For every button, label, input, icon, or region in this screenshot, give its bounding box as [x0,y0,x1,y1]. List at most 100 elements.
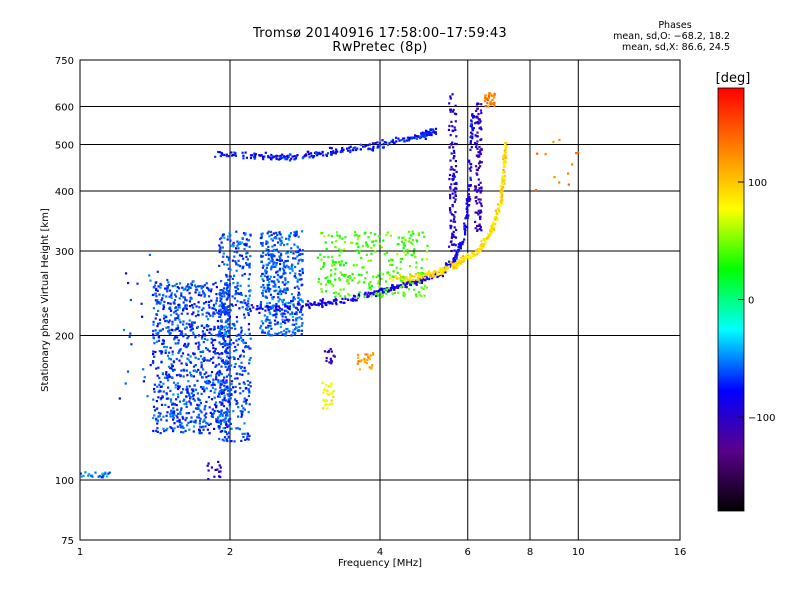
data-point [263,286,266,289]
data-point [206,379,209,383]
data-point [390,288,393,292]
data-point [193,284,196,287]
data-point [221,359,224,362]
data-point [402,285,405,288]
data-point [280,331,283,334]
data-point [268,278,271,281]
data-point [163,314,166,317]
data-point [414,293,417,296]
data-point [171,350,174,353]
data-point [295,231,298,234]
data-point [240,361,243,364]
data-point [383,287,386,290]
data-point [357,252,361,255]
data-point [326,407,329,410]
data-point [467,188,470,191]
data-point [166,290,169,293]
data-point [221,389,224,392]
data-point [199,399,202,402]
data-point [465,207,468,210]
data-point [254,153,257,156]
data-point [226,360,230,363]
data-point [269,230,273,233]
data-point [426,133,429,136]
data-point [200,324,203,327]
data-point [389,277,392,280]
data-point [481,246,484,250]
data-point [323,255,326,258]
data-point [293,234,296,237]
data-point [421,231,424,234]
data-point [346,278,349,281]
data-point [293,298,296,301]
data-point [282,320,285,323]
data-point [452,218,456,221]
data-point [454,104,457,107]
phases-o-stats: mean, sd,O: −68.2, 18.2 [613,31,730,42]
data-point [500,189,503,192]
data-point [225,153,228,156]
data-point [452,174,455,177]
data-point [459,256,462,259]
data-point [457,243,460,246]
data-point [191,304,194,307]
data-point [330,264,334,267]
data-point [261,294,265,297]
data-point [453,175,456,178]
data-point [241,301,244,304]
data-point [323,389,326,392]
data-point [192,321,195,324]
y-tick-label: 750 [55,56,74,67]
data-point [228,340,231,343]
data-point [289,302,292,305]
data-point [293,275,296,278]
data-point [155,367,158,370]
data-point [430,129,433,132]
data-point [152,307,155,310]
data-point [478,228,482,231]
data-point [260,242,263,245]
data-point [172,428,175,431]
data-point [242,338,245,341]
data-point [480,187,483,190]
data-point [198,291,201,294]
data-point [176,425,179,428]
data-point [388,263,392,266]
data-point [377,235,381,238]
data-point [164,320,167,323]
data-point [476,116,479,119]
data-point [474,134,477,137]
data-point [205,282,208,285]
data-point [357,353,360,356]
data-point [221,392,224,395]
data-point [165,326,168,329]
data-point [277,250,280,254]
data-point [275,305,278,308]
data-point [188,319,191,322]
colorbar-unit-label: [deg] [716,71,751,86]
data-point [226,387,229,390]
data-point [324,384,328,387]
data-point [503,163,506,166]
data-point [475,103,479,106]
data-point [455,228,458,231]
data-point [494,218,497,221]
data-point [455,266,458,269]
data-point [277,296,280,299]
data-point [204,404,207,408]
data-point [444,267,448,270]
data-point [188,400,191,403]
data-point [438,272,441,276]
data-point [381,293,385,296]
data-point [391,259,394,262]
data-point [485,237,488,240]
data-point [180,294,183,297]
data-point [475,195,478,199]
data-point [478,216,482,219]
data-point [280,236,284,239]
data-point [387,143,390,146]
data-point [430,272,433,275]
data-point [471,137,474,140]
data-point [203,406,206,409]
data-point [210,337,213,340]
